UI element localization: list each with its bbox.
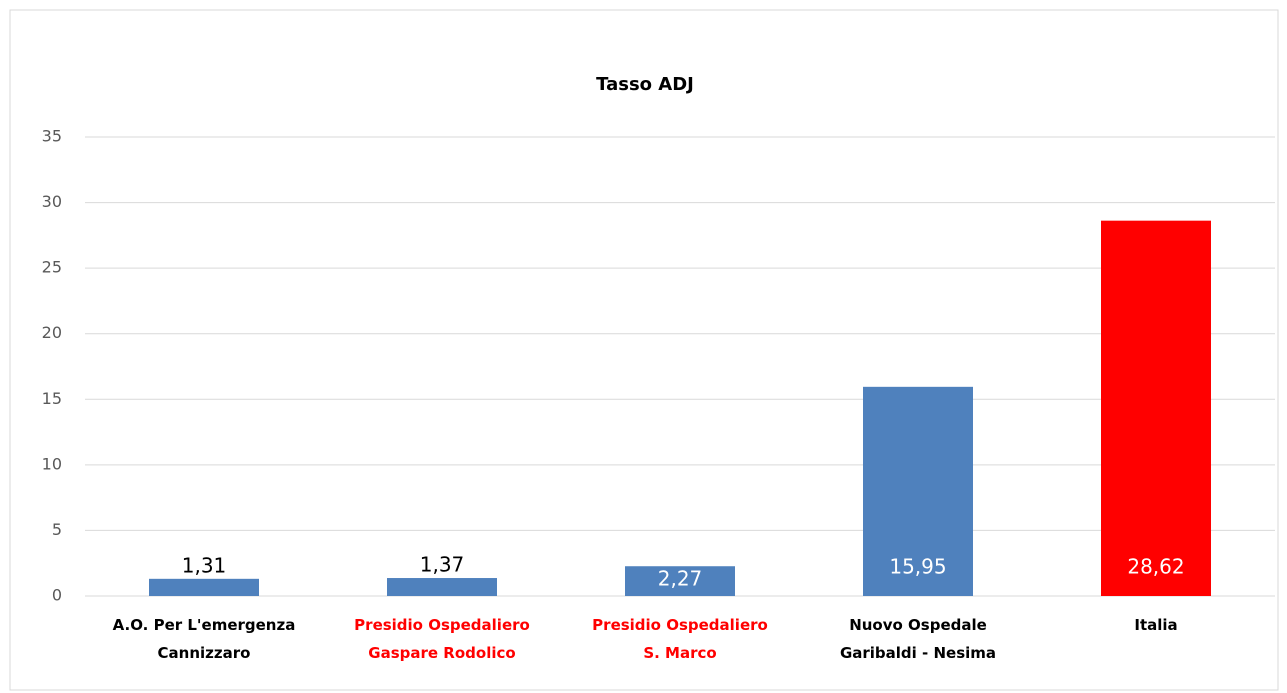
x-tick-label-line: Garibaldi - Nesima xyxy=(840,644,996,662)
x-tick-label-line: Nuovo Ospedale xyxy=(849,616,987,634)
data-label: 2,27 xyxy=(658,567,703,591)
data-label: 28,62 xyxy=(1127,555,1184,579)
x-tick-label-line: Presidio Ospedaliero xyxy=(354,616,530,634)
x-tick-label: Presidio Ospedaliero S. Marco xyxy=(592,616,768,662)
x-tick-label: A.O. Per L'emergenza Cannizzaro xyxy=(113,616,296,662)
y-tick-label: 15 xyxy=(42,389,62,408)
data-label: 15,95 xyxy=(889,555,946,579)
y-tick-label: 5 xyxy=(52,520,62,539)
x-tick-label-line: Italia xyxy=(1134,616,1177,634)
bar xyxy=(387,578,497,596)
x-tick-label-line: Gaspare Rodolico xyxy=(368,644,515,662)
y-tick-label: 30 xyxy=(42,192,62,211)
data-label: 1,37 xyxy=(420,553,465,577)
bar xyxy=(863,386,973,596)
y-tick-label: 0 xyxy=(52,586,62,605)
chart-title: Tasso ADJ xyxy=(596,74,694,95)
x-tick-label: Nuovo Ospedale Garibaldi - Nesima xyxy=(840,616,996,662)
bar xyxy=(149,578,259,596)
data-label: 1,31 xyxy=(182,553,227,577)
y-tick-label: 20 xyxy=(42,323,62,342)
y-tick-label: 35 xyxy=(42,127,62,146)
x-tick-label-line: A.O. Per L'emergenza xyxy=(113,616,296,634)
x-tick-label: Italia xyxy=(1134,616,1177,634)
x-tick-label-line: Presidio Ospedaliero xyxy=(592,616,768,634)
y-tick-label: 10 xyxy=(42,454,62,473)
y-tick-label: 25 xyxy=(42,258,62,277)
x-tick-label: Presidio Ospedaliero Gaspare Rodolico xyxy=(354,616,530,662)
x-tick-label-line: S. Marco xyxy=(643,644,716,662)
bar xyxy=(625,566,735,596)
x-tick-label-line: Cannizzaro xyxy=(158,644,251,662)
bar xyxy=(1101,220,1211,597)
